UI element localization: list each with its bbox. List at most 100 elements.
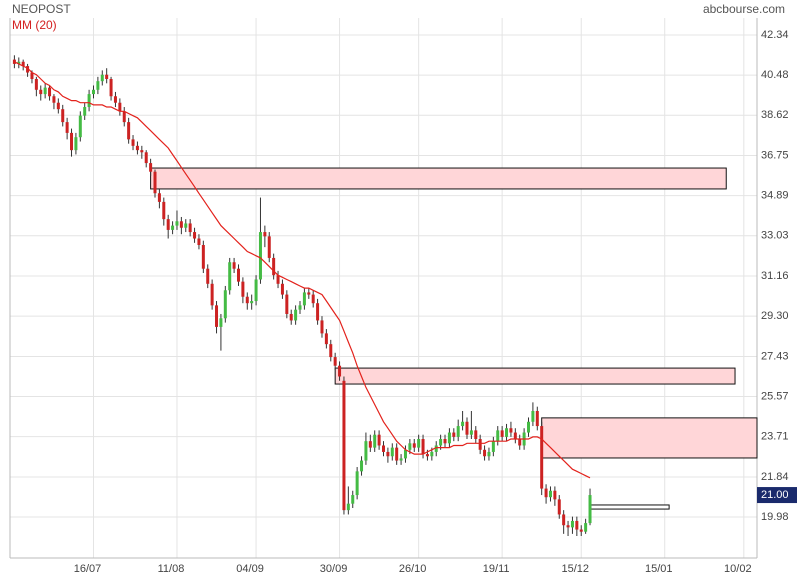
chart-title: NEOPOST — [12, 2, 71, 16]
candle-body — [403, 449, 407, 459]
candle-body — [245, 296, 249, 304]
candle-body — [316, 303, 320, 321]
candle-body — [531, 410, 535, 422]
candle-body — [236, 268, 240, 282]
candle-body — [461, 421, 465, 427]
candle-body — [439, 439, 443, 446]
candle-body — [39, 89, 43, 95]
candle-body — [197, 238, 201, 245]
candle-body — [140, 150, 144, 153]
candle-body — [386, 451, 390, 457]
candle-body — [579, 529, 583, 532]
candle-body — [83, 107, 87, 116]
candle-body — [105, 74, 109, 80]
candle-body — [311, 294, 315, 304]
candle-body — [302, 292, 306, 306]
candle-body — [232, 262, 236, 269]
candle-body — [135, 145, 139, 151]
candle-body — [483, 449, 487, 457]
candle-body — [496, 430, 500, 442]
y-tick-label: 33.03 — [761, 230, 789, 242]
last-value-label: 21.00 — [761, 489, 789, 501]
candle-body — [280, 283, 284, 295]
candle-body — [469, 430, 473, 435]
candle-body — [179, 221, 183, 228]
candle-body — [91, 89, 95, 95]
candle-body — [500, 430, 504, 437]
candle-body — [109, 79, 113, 97]
x-tick-label: 16/07 — [74, 563, 102, 575]
candle-body — [258, 232, 262, 280]
candle-body — [12, 59, 16, 64]
zone — [541, 417, 758, 459]
candle-body — [478, 439, 482, 450]
candle-body — [74, 137, 78, 151]
candle-body — [65, 122, 69, 133]
candle-body — [153, 171, 157, 194]
legend-entry: MM (20) — [12, 18, 57, 32]
candle-body — [307, 292, 311, 295]
candle-body — [294, 309, 298, 321]
candle-body — [540, 426, 544, 489]
candle-body — [509, 428, 513, 433]
candle-body — [355, 471, 359, 496]
candle-body — [228, 262, 232, 291]
x-tick-label: 19/11 — [483, 563, 510, 575]
candle-body — [276, 275, 280, 284]
y-tick-label: 40.48 — [761, 69, 789, 81]
candle-body — [254, 279, 258, 302]
candle-body — [505, 428, 509, 437]
candle-body — [298, 305, 302, 310]
candle-body — [30, 72, 34, 80]
candle-body — [447, 432, 451, 444]
zone — [589, 504, 670, 510]
candle-body — [219, 318, 223, 327]
candle-body — [434, 445, 438, 452]
candle-body — [206, 268, 210, 284]
candle-body — [96, 81, 100, 90]
y-tick-label: 36.75 — [761, 149, 789, 161]
candle-body — [535, 410, 539, 427]
candle-body — [399, 458, 403, 461]
candle-body — [333, 357, 337, 366]
candle-body — [377, 434, 381, 446]
candle-body — [421, 439, 425, 455]
candle-body — [395, 447, 399, 461]
candle-body — [263, 232, 267, 237]
candle-body — [544, 488, 548, 498]
candle-body — [43, 87, 47, 95]
candle-body — [351, 495, 355, 504]
candle-body — [210, 283, 214, 306]
candle-body — [527, 421, 531, 433]
candle-body — [175, 221, 179, 226]
candle-body — [223, 290, 227, 319]
y-tick-label: 19.98 — [761, 511, 789, 523]
candle-body — [342, 380, 346, 511]
candle-body — [588, 495, 592, 524]
candle-body — [430, 451, 434, 457]
candle-body — [465, 421, 469, 435]
candle-body — [87, 94, 91, 108]
candle-body — [553, 490, 557, 500]
y-tick-label: 23.71 — [761, 431, 789, 443]
candle-body — [575, 520, 579, 530]
candle-body — [188, 223, 192, 233]
candle-body — [184, 223, 188, 228]
candle-body — [425, 454, 429, 457]
x-tick-label: 15/12 — [561, 563, 589, 575]
candle-body — [584, 523, 588, 532]
candle-body — [443, 439, 447, 444]
candle-body — [368, 441, 372, 448]
candle-body — [78, 115, 82, 138]
candle-body — [417, 439, 421, 448]
candle-body — [452, 432, 456, 437]
y-tick-label: 31.16 — [761, 270, 789, 282]
y-tick-label: 27.43 — [761, 350, 789, 362]
candle-body — [272, 257, 276, 276]
candle-body — [149, 163, 153, 172]
x-tick-label: 30/09 — [320, 563, 348, 575]
candle-body — [373, 434, 377, 448]
candle-body — [70, 132, 74, 151]
candle-body — [408, 443, 412, 450]
y-tick-label: 29.30 — [761, 310, 789, 322]
